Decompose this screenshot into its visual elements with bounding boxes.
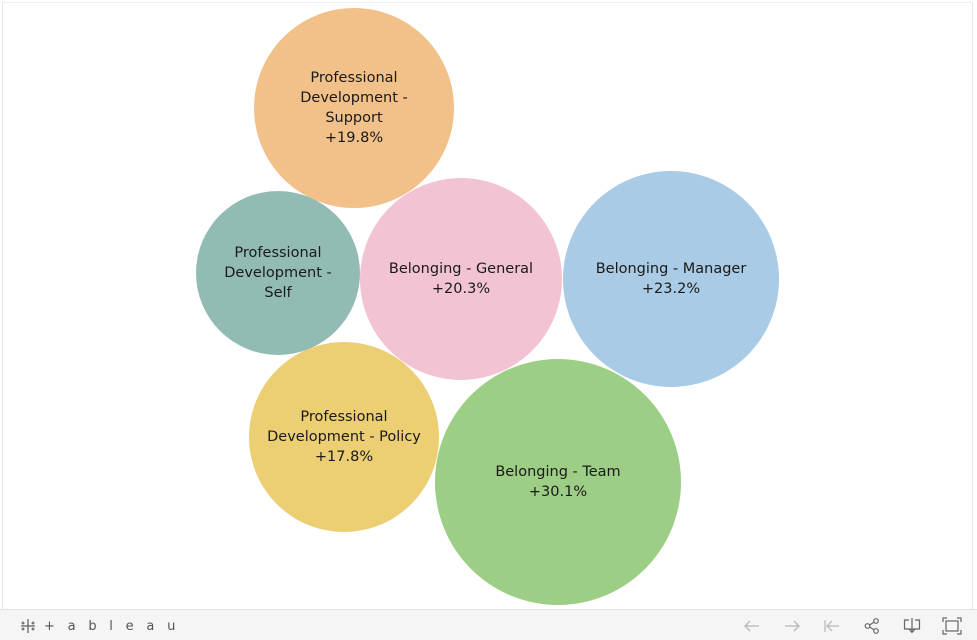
- fullscreen-button[interactable]: [940, 615, 964, 637]
- bubble-2[interactable]: Professional Development - Self: [196, 191, 360, 355]
- bubble-label: Support: [325, 110, 383, 126]
- bubble-value-label: +20.3%: [432, 281, 490, 297]
- tableau-logo[interactable]: + a b l e a u: [18, 616, 180, 636]
- bubble-circle[interactable]: [196, 191, 360, 355]
- bubble-label: Professional: [234, 245, 321, 261]
- bubble-label: Belonging - General: [389, 261, 533, 277]
- bubble-5[interactable]: Professional Development - Policy +17.8%: [249, 342, 439, 532]
- bubble-label: Belonging - Team: [495, 464, 620, 480]
- bubble-6[interactable]: Belonging - Team +30.1%: [435, 359, 681, 605]
- bubble-3[interactable]: Belonging - General +20.3%: [360, 178, 562, 380]
- arrow-left-icon: [744, 620, 759, 632]
- bubble-label: Development -: [300, 90, 407, 106]
- share-icon: [864, 618, 879, 634]
- download-button[interactable]: [900, 615, 924, 637]
- tableau-wordmark: + a b l e a u: [44, 618, 180, 634]
- undo-button[interactable]: [740, 615, 764, 637]
- bubble-circle[interactable]: [254, 8, 454, 208]
- bubble-label: Professional: [310, 70, 397, 86]
- tableau-cross-icon: [21, 619, 35, 633]
- bubble-label: Belonging - Manager: [596, 261, 747, 277]
- bubble-circle[interactable]: [360, 178, 562, 380]
- bubble-circle[interactable]: [435, 359, 681, 605]
- bubble-label: Professional: [300, 409, 387, 425]
- revert-button[interactable]: [820, 615, 844, 637]
- bubble-label: Self: [264, 285, 292, 301]
- revert-icon: [824, 620, 839, 632]
- tableau-toolbar: + a b l e a u: [0, 609, 977, 640]
- redo-button[interactable]: [780, 615, 804, 637]
- bubble-circle[interactable]: [563, 171, 779, 387]
- bubble-value-label: +17.8%: [315, 449, 373, 465]
- fullscreen-icon: [942, 617, 962, 635]
- bubble-value-label: +30.1%: [529, 484, 587, 500]
- bubble-4[interactable]: Belonging - Manager +23.2%: [563, 171, 779, 387]
- download-icon: [903, 618, 921, 634]
- arrow-right-icon: [785, 620, 800, 632]
- bubble-value-label: +19.8%: [325, 130, 383, 146]
- share-button[interactable]: [860, 615, 884, 637]
- bubble-value-label: +23.2%: [642, 281, 700, 297]
- bubble-1[interactable]: Professional Development - Support +19.8%: [254, 8, 454, 208]
- bubble-label: Development - Policy: [267, 429, 421, 445]
- bubble-label: Development -: [224, 265, 331, 281]
- bubble-circle[interactable]: [249, 342, 439, 532]
